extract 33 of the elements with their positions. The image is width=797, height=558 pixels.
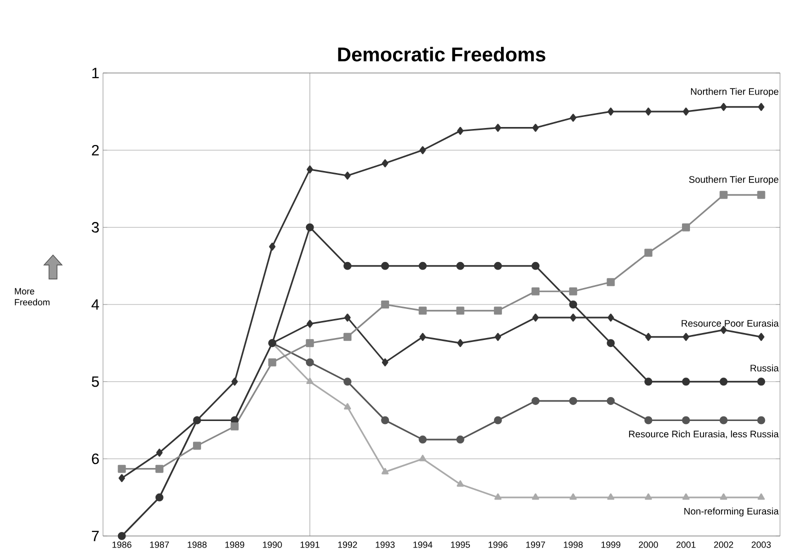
x-tick-label: 1994 — [413, 542, 432, 548]
series-label: Russia — [750, 364, 779, 372]
x-tick-label: 1997 — [526, 542, 546, 548]
x-tick-label: 1987 — [150, 542, 169, 548]
x-tick-label: 2002 — [714, 542, 734, 548]
y-tick-label: 2 — [92, 144, 99, 156]
x-tick-label: 2003 — [752, 542, 771, 548]
y-tick-label: 5 — [92, 376, 99, 387]
x-tick-label: 1998 — [564, 542, 583, 548]
x-tick-label: 1989 — [225, 542, 244, 548]
x-tick-label: 1991 — [300, 542, 320, 548]
x-tick-label: 1992 — [338, 542, 357, 548]
x-tick-label: 1990 — [262, 542, 282, 548]
series-label: Non-reforming Eurasia — [684, 508, 779, 516]
x-tick-label: 1988 — [188, 542, 207, 548]
x-tick-label: 1993 — [376, 542, 395, 548]
y-axis-title: More Freedom — [14, 288, 50, 306]
x-tick-label: 1995 — [451, 542, 470, 548]
y-tick-label: 6 — [92, 454, 99, 464]
y-tick-label: 3 — [92, 222, 99, 233]
x-tick-label: 1999 — [601, 542, 620, 548]
chart-title: Democratic Freedoms — [338, 46, 546, 62]
x-tick-label: 1986 — [112, 542, 132, 548]
series-label: Resource Rich Eurasia, less Russia — [629, 430, 779, 439]
series-label: Resource Poor Eurasia — [682, 320, 779, 327]
x-tick-label: 1996 — [488, 542, 508, 548]
y-tick-label: 1 — [92, 68, 99, 78]
y-tick-label: 7 — [92, 530, 99, 542]
x-tick-label: 2000 — [638, 542, 658, 548]
x-tick-label: 2001 — [676, 542, 696, 548]
y-tick-label: 4 — [92, 299, 100, 310]
series-label: Northern Tier Europe — [691, 88, 778, 97]
series-label: Southern Tier Europe — [689, 176, 778, 185]
